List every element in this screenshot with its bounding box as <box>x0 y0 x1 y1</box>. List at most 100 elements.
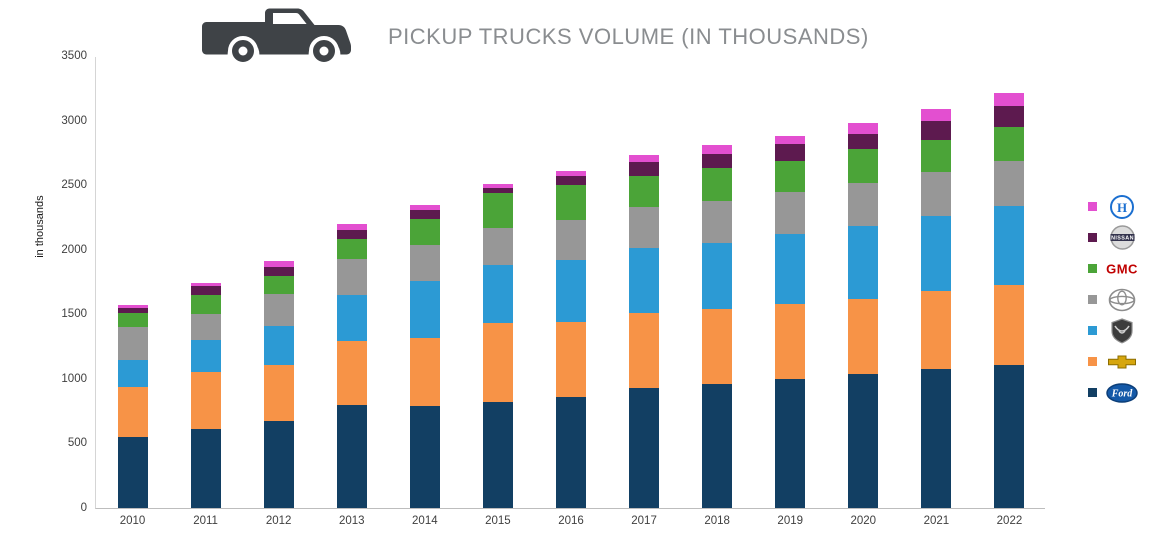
bar-segment-chevrolet <box>994 284 1025 365</box>
bar-stack <box>409 204 440 508</box>
bar-segment-toyota <box>921 172 952 217</box>
bar-segment-toyota <box>263 293 294 326</box>
bar-segment-toyota <box>994 160 1025 206</box>
bar-segment-honda <box>921 108 952 121</box>
chevrolet-logo <box>1106 348 1138 375</box>
y-tick-label: 2500 <box>61 179 87 192</box>
bar-stack <box>336 223 367 508</box>
bar-segment-ford <box>994 364 1025 508</box>
pickup-truck-icon <box>193 2 369 66</box>
bar-segment-ford <box>482 402 513 508</box>
bar-segment-gmc <box>263 275 294 294</box>
y-tick-label: 1500 <box>61 308 87 321</box>
bar-column-2017: 2017 <box>608 57 681 527</box>
bar-segment-nissan <box>555 176 586 186</box>
bar-segment-toyota <box>409 244 440 281</box>
y-tick-label: 3500 <box>61 50 87 62</box>
bar-segment-toyota <box>117 327 148 360</box>
x-tick-label: 2011 <box>193 515 218 527</box>
bar-segment-nissan <box>482 187 513 193</box>
bar-segment-nissan <box>190 285 221 295</box>
bar-segment-ford <box>775 378 806 508</box>
bar-segment-ram <box>775 234 806 304</box>
bar-column-2018: 2018 <box>681 57 754 527</box>
bar-segment-toyota <box>190 314 221 341</box>
x-tick-label: 2022 <box>996 515 1023 527</box>
bar-segment-honda <box>482 183 513 188</box>
bar-segment-ram <box>921 216 952 292</box>
bar-column-2022: 2022 <box>973 57 1046 527</box>
legend: H NISSAN GMC Ford <box>1088 191 1138 408</box>
bar-segment-ram <box>848 226 879 299</box>
bar-segment-gmc <box>702 168 733 201</box>
bar-segment-honda <box>629 155 660 162</box>
bar-segment-chevrolet <box>775 303 806 379</box>
bar-segment-ford <box>117 436 148 508</box>
bar-segment-ram <box>482 265 513 324</box>
bar-segment-ram <box>555 260 586 323</box>
bar-column-2013: 2013 <box>315 57 388 527</box>
bar-segment-chevrolet <box>555 322 586 397</box>
x-tick-label: 2016 <box>558 515 584 527</box>
bar-stack <box>482 183 513 508</box>
honda-logo: H <box>1106 193 1138 220</box>
ford-logo: Ford <box>1106 379 1138 406</box>
y-axis-title: in thousands <box>34 195 46 258</box>
bar-stack <box>629 155 660 508</box>
bar-segment-chevrolet <box>190 372 221 430</box>
bar-segment-gmc <box>555 185 586 221</box>
bar-segment-ram <box>190 340 221 373</box>
bar-column-2021: 2021 <box>900 57 973 527</box>
bar-segment-chevrolet <box>336 341 367 405</box>
bar-segment-honda <box>702 145 733 155</box>
bar-segment-ford <box>848 373 879 508</box>
svg-text:NISSAN: NISSAN <box>1111 235 1134 241</box>
bar-segment-honda <box>263 261 294 267</box>
x-tick-label: 2017 <box>631 515 657 527</box>
bar-stack <box>263 261 294 508</box>
bar-segment-gmc <box>775 160 806 192</box>
bar-segment-nissan <box>409 209 440 219</box>
bar-segment-nissan <box>629 161 660 177</box>
legend-item-gmc: GMC <box>1088 253 1138 284</box>
bar-segment-ford <box>263 421 294 508</box>
bar-segment-nissan <box>702 154 733 169</box>
bar-segment-honda <box>409 204 440 210</box>
bar-segment-ram <box>702 243 733 310</box>
bar-segment-ford <box>190 429 221 508</box>
svg-text:GMC: GMC <box>1106 261 1138 276</box>
legend-swatch-gmc <box>1088 264 1097 273</box>
legend-item-nissan: NISSAN <box>1088 222 1138 253</box>
bar-column-2015: 2015 <box>461 57 534 527</box>
toyota-logo <box>1106 286 1138 313</box>
bar-column-2010: 2010 <box>96 57 169 527</box>
bar-segment-ram <box>994 205 1025 285</box>
bar-segment-gmc <box>629 176 660 208</box>
bar-stack <box>555 170 586 508</box>
bar-column-2011: 2011 <box>169 57 242 527</box>
bar-segment-toyota <box>336 258 367 295</box>
bar-segment-nissan <box>848 133 879 149</box>
bar-segment-chevrolet <box>629 313 660 388</box>
bar-stack <box>848 123 879 508</box>
y-tick-label: 0 <box>80 502 87 514</box>
x-tick-label: 2012 <box>265 515 292 527</box>
legend-swatch-chevrolet <box>1088 357 1097 366</box>
chart-title: PICKUP TRUCKS VOLUME (IN THOUSANDS) <box>388 24 869 49</box>
bar-column-2012: 2012 <box>242 57 315 527</box>
svg-text:H: H <box>1117 200 1127 215</box>
bar-segment-gmc <box>190 294 221 315</box>
bar-segment-honda <box>848 123 879 134</box>
bar-segment-nissan <box>775 143 806 161</box>
legend-swatch-toyota <box>1088 295 1097 304</box>
svg-text:Ford: Ford <box>1111 388 1134 399</box>
bar-segment-ram <box>629 248 660 313</box>
bar-segment-ram <box>263 325 294 365</box>
bar-stack <box>190 283 221 508</box>
bar-stack <box>117 305 148 508</box>
bar-column-2016: 2016 <box>534 57 607 527</box>
legend-swatch-ram <box>1088 326 1097 335</box>
bar-segment-honda <box>775 136 806 144</box>
bar-column-2019: 2019 <box>754 57 827 527</box>
